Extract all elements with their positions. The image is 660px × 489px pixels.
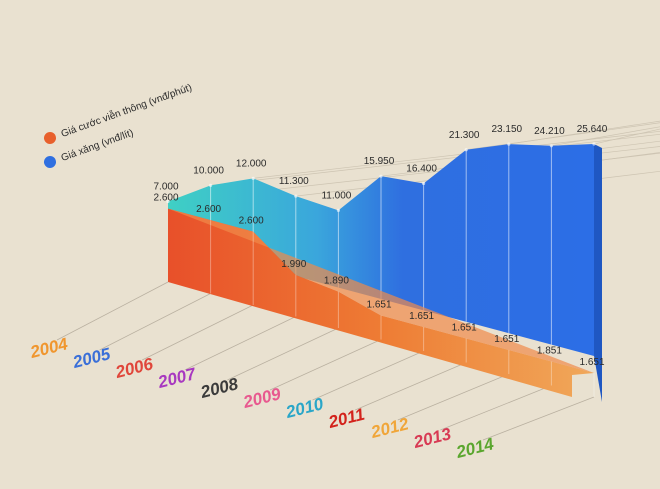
petrol-point-2014 bbox=[592, 142, 596, 146]
telecom-value-label: 1.851 bbox=[537, 346, 562, 357]
telecom-value-label: 2.600 bbox=[239, 216, 264, 227]
petrol-point-2010 bbox=[422, 181, 426, 186]
telecom-value-label: 2.600 bbox=[196, 204, 221, 215]
year-label-2014: 2014 bbox=[453, 434, 496, 462]
petrol-point-2004 bbox=[166, 199, 170, 204]
telecom-value-label: 1.651 bbox=[452, 323, 477, 334]
petrol-point-2006 bbox=[251, 176, 255, 180]
telecom-value-label: 1.651 bbox=[494, 334, 519, 345]
petrol-point-2013 bbox=[549, 144, 554, 148]
petrol-area-side bbox=[594, 144, 602, 403]
guide-line-2012 bbox=[397, 373, 509, 421]
petrol-value-label: 12.000 bbox=[236, 158, 267, 169]
telecom-area-top bbox=[148, 202, 594, 373]
year-label-2009: 2009 bbox=[240, 384, 283, 412]
petrol-value-label: 11.000 bbox=[321, 190, 351, 201]
year-label-2005: 2005 bbox=[70, 344, 113, 372]
petrol-value-label: 25.640 bbox=[577, 124, 608, 135]
year-label-2007: 2007 bbox=[155, 364, 199, 392]
year-label-2008: 2008 bbox=[198, 374, 241, 402]
back-guide-2012 bbox=[508, 120, 660, 145]
petrol-value-label: 16.400 bbox=[406, 163, 437, 174]
telecom-value-label: 1.651 bbox=[579, 357, 604, 368]
petrol-point-2009 bbox=[379, 174, 383, 178]
legend-item: Giá xăng (vnđ/lít) bbox=[44, 128, 135, 168]
guide-line-2010 bbox=[312, 350, 424, 401]
guide-line-2013 bbox=[440, 385, 552, 431]
petrol-value-label: 10.000 bbox=[193, 165, 224, 176]
year-label-2006: 2006 bbox=[113, 354, 156, 382]
guide-line-2008 bbox=[227, 327, 339, 381]
year-label-2010: 2010 bbox=[283, 394, 326, 422]
guide-line-2004 bbox=[56, 281, 169, 341]
petrol-value-label: 15.950 bbox=[364, 156, 395, 167]
telecom-value-label: 2.600 bbox=[153, 193, 178, 204]
telecom-value-label: 1.651 bbox=[409, 311, 434, 322]
guide-line-2011 bbox=[355, 362, 467, 411]
petrol-point-2005 bbox=[209, 183, 213, 187]
year-label-2013: 2013 bbox=[411, 424, 454, 452]
petrol-value-label: 21.300 bbox=[449, 130, 480, 141]
legend-swatch-icon bbox=[44, 132, 56, 144]
telecom-area bbox=[168, 208, 594, 397]
back-guide-2011 bbox=[466, 122, 660, 151]
telecom-value-label: 1.890 bbox=[324, 276, 349, 287]
petrol-value-label: 7.000 bbox=[153, 182, 178, 193]
petrol-point-2007 bbox=[294, 194, 298, 198]
guide-line-2009 bbox=[269, 339, 382, 391]
guide-line-2005 bbox=[99, 293, 211, 351]
back-guide-2006 bbox=[253, 130, 660, 179]
back-guide-2013 bbox=[551, 126, 660, 147]
petrol-value-label: 11.300 bbox=[279, 176, 309, 187]
guide-line-2007 bbox=[184, 316, 296, 371]
year-label-2011: 2011 bbox=[326, 405, 367, 433]
back-guide-2014 bbox=[593, 128, 660, 145]
year-label-2004: 2004 bbox=[27, 334, 70, 362]
year-label-2012: 2012 bbox=[368, 414, 411, 442]
guide-line-2014 bbox=[482, 396, 595, 441]
petrol-point-2011 bbox=[464, 148, 468, 152]
back-guide-2005 bbox=[210, 133, 660, 186]
petrol-value-label: 23.150 bbox=[492, 124, 523, 135]
petrol-value-label: 24.210 bbox=[534, 126, 565, 137]
petrol-point-2008 bbox=[336, 208, 340, 212]
telecom-value-label: 1.651 bbox=[366, 300, 391, 311]
telecom-value-label: 1.990 bbox=[281, 259, 306, 270]
guide-line-2006 bbox=[142, 304, 254, 361]
legend-swatch-icon bbox=[44, 156, 56, 168]
petrol-point-2012 bbox=[507, 142, 511, 146]
